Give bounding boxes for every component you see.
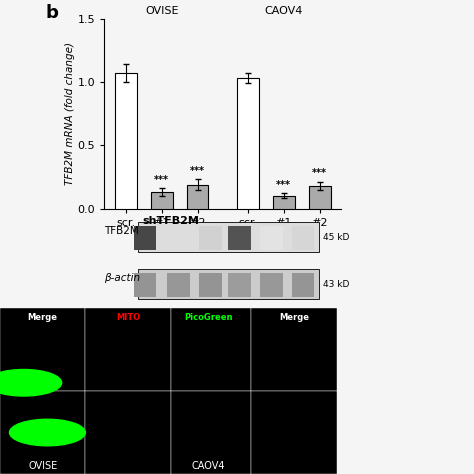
Text: Merge: Merge <box>279 313 309 322</box>
Text: Merge: Merge <box>27 313 58 322</box>
Text: 43 kD: 43 kD <box>323 280 350 289</box>
Text: ***: *** <box>312 168 327 178</box>
Text: shTFB2M: shTFB2M <box>142 216 199 226</box>
Bar <box>260 226 283 250</box>
Text: TFB2M: TFB2M <box>104 226 139 236</box>
Y-axis label: TFB2M mRNA (fold change): TFB2M mRNA (fold change) <box>65 42 75 185</box>
Bar <box>199 273 222 297</box>
Text: CAOV4: CAOV4 <box>264 7 303 17</box>
Text: PicoGreen: PicoGreen <box>184 313 233 322</box>
Bar <box>0 308 85 391</box>
Bar <box>228 273 251 297</box>
Text: CAOV4: CAOV4 <box>192 461 225 471</box>
Text: OVISE: OVISE <box>145 7 179 17</box>
Bar <box>167 226 190 250</box>
Bar <box>0 391 85 474</box>
Bar <box>138 269 319 299</box>
Text: OVISE: OVISE <box>28 461 57 471</box>
Bar <box>292 226 314 250</box>
Circle shape <box>9 419 85 446</box>
Bar <box>292 273 314 297</box>
Bar <box>167 273 190 297</box>
Text: β-actin: β-actin <box>104 273 140 283</box>
Bar <box>171 391 251 474</box>
Bar <box>273 196 295 209</box>
Bar <box>187 184 209 209</box>
Text: ***: *** <box>154 174 169 184</box>
Bar <box>251 391 337 474</box>
Text: ***: *** <box>276 180 292 190</box>
Text: b: b <box>45 4 58 22</box>
Bar <box>171 308 251 391</box>
Bar <box>134 226 156 250</box>
Text: ***: *** <box>190 166 205 176</box>
Bar <box>251 308 337 391</box>
Bar <box>260 273 283 297</box>
Bar <box>199 226 222 250</box>
Bar <box>309 186 330 209</box>
Circle shape <box>0 370 62 396</box>
Text: 45 kD: 45 kD <box>323 233 350 242</box>
Bar <box>151 192 173 209</box>
Bar <box>115 73 137 209</box>
Bar <box>237 78 259 209</box>
Bar <box>138 222 319 252</box>
Bar <box>85 391 171 474</box>
Bar <box>228 226 251 250</box>
Text: MITO: MITO <box>116 313 140 322</box>
Bar <box>85 308 171 391</box>
Bar <box>134 273 156 297</box>
